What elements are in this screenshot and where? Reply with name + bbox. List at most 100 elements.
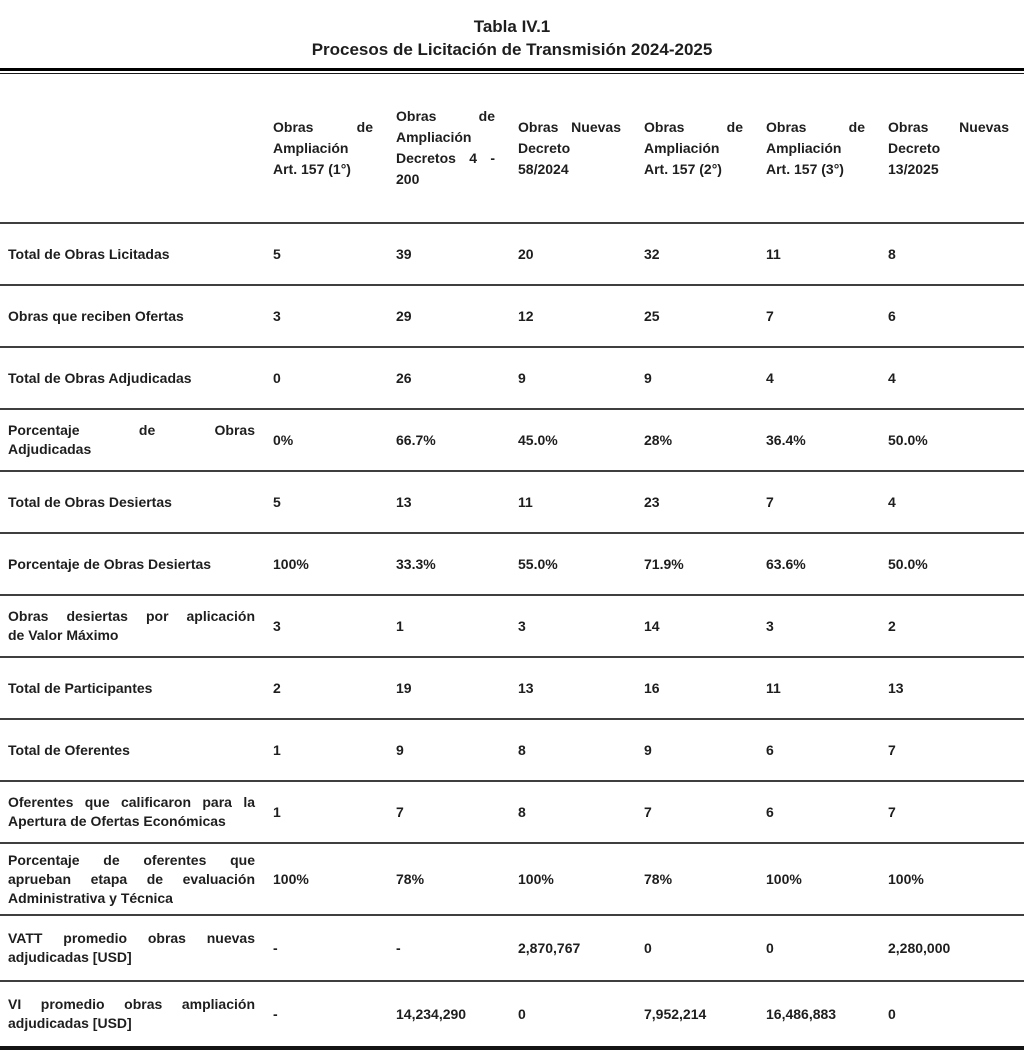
- cell-value: 0: [880, 981, 1024, 1050]
- text-line: Adjudicadas: [8, 441, 92, 457]
- cell-value: 50.0%: [880, 533, 1024, 596]
- text-line: Art. 157 (3°): [766, 160, 844, 177]
- cell-value: 16: [636, 657, 758, 720]
- column-header: Obras de Ampliación Decretos 4 - 200: [388, 74, 510, 224]
- row-label: Total de Obras Adjudicadas: [0, 347, 265, 410]
- table-row: Total de Obras Licitadas 5 39 20 32 11 8: [0, 223, 1024, 286]
- cell-value: 11: [510, 471, 636, 534]
- cell-value: 32: [636, 223, 758, 286]
- text-line: Apertura de Ofertas Económicas: [8, 813, 226, 829]
- cell-value: 7: [758, 285, 880, 348]
- cell-value: 9: [636, 719, 758, 782]
- text-line: VI promedio obras ampliación: [8, 996, 255, 1012]
- text-line: Art. 157 (1°): [273, 160, 351, 177]
- header-empty-cell: [0, 74, 265, 224]
- cell-value: 9: [636, 347, 758, 410]
- text-line: Decreto: [518, 139, 571, 156]
- column-header: Obras de Ampliación Art. 157 (1°): [265, 74, 388, 224]
- text-line: Obras de: [766, 118, 865, 135]
- cell-value: 100%: [265, 533, 388, 596]
- table-row: Porcentaje de oferentes que aprueban etap…: [0, 843, 1024, 916]
- cell-value: 26: [388, 347, 510, 410]
- cell-value: 100%: [880, 843, 1024, 916]
- table-row: VATT promedio obras nuevas adjudicadas [U…: [0, 915, 1024, 982]
- cell-value: 36.4%: [758, 409, 880, 472]
- table-row: Porcentaje de Obras Adjudicadas 0% 66.7% 45.…: [0, 409, 1024, 472]
- cell-value: 8: [510, 781, 636, 844]
- text-line: aprueban etapa de evaluación: [8, 870, 255, 887]
- title-divider: [0, 68, 1024, 74]
- cell-value: 50.0%: [880, 409, 1024, 472]
- cell-value: 12: [510, 285, 636, 348]
- cell-value: 39: [388, 223, 510, 286]
- cell-value: 7: [880, 719, 1024, 782]
- cell-value: 71.9%: [636, 533, 758, 596]
- column-header: Obras de Ampliación Art. 157 (2°): [636, 74, 758, 224]
- text-line: Porcentaje de Obras: [8, 422, 255, 438]
- cell-value: 0%: [265, 409, 388, 472]
- cell-value: 100%: [758, 843, 880, 916]
- text-line: Obras de: [273, 118, 373, 135]
- cell-value: 28%: [636, 409, 758, 472]
- cell-value: 3: [265, 285, 388, 348]
- cell-value: 1: [388, 595, 510, 658]
- text-line: Total de Oferentes: [8, 741, 130, 758]
- cell-value: 78%: [388, 843, 510, 916]
- text-line: Decretos 4 -: [396, 150, 495, 166]
- cell-value: 13: [880, 657, 1024, 720]
- data-table: Obras de Ampliación Art. 157 (1°) Obras de A…: [0, 74, 1024, 1050]
- text-line: Total de Obras Adjudicadas: [8, 369, 192, 386]
- cell-value: 9: [388, 719, 510, 782]
- cell-value: 2: [265, 657, 388, 720]
- text-line: Administrativa y Técnica: [8, 889, 173, 906]
- row-label: Porcentaje de Obras Adjudicadas: [0, 409, 265, 472]
- text-line: Porcentaje de oferentes que: [8, 851, 255, 868]
- text-line: Total de Obras Licitadas: [8, 245, 170, 262]
- row-label: Obras que reciben Ofertas: [0, 285, 265, 348]
- cell-value: 0: [758, 915, 880, 982]
- cell-value: -: [265, 915, 388, 982]
- row-label: Oferentes que calificaron para la Apertur…: [0, 781, 265, 844]
- cell-value: 6: [880, 285, 1024, 348]
- cell-value: 7,952,214: [636, 981, 758, 1050]
- column-header: Obras Nuevas Decreto 58/2024: [510, 74, 636, 224]
- text-line: Porcentaje de Obras Desiertas: [8, 555, 212, 572]
- cell-value: 5: [265, 471, 388, 534]
- table-row: Oferentes que calificaron para la Apertur…: [0, 781, 1024, 844]
- cell-value: 14,234,290: [388, 981, 510, 1050]
- row-label: VI promedio obras ampliación adjudicadas …: [0, 981, 265, 1050]
- cell-value: 78%: [636, 843, 758, 916]
- cell-value: 29: [388, 285, 510, 348]
- text-line: de Valor Máximo: [8, 627, 119, 643]
- cell-value: 13: [510, 657, 636, 720]
- cell-value: 0: [510, 981, 636, 1050]
- row-label: Total de Obras Desiertas: [0, 471, 265, 534]
- table-row: Total de Participantes 2 19 13 16 11 13: [0, 657, 1024, 720]
- text-line: Decreto: [888, 139, 941, 156]
- text-line: Ampliación: [644, 139, 720, 156]
- text-line: Obras Nuevas: [888, 118, 1009, 135]
- row-label: VATT promedio obras nuevas adjudicadas [U…: [0, 915, 265, 982]
- text-line: Ampliación: [273, 139, 349, 156]
- table-row: Obras desiertas por aplicación de Valor M…: [0, 595, 1024, 658]
- cell-value: 6: [758, 781, 880, 844]
- cell-value: 11: [758, 657, 880, 720]
- cell-value: 4: [758, 347, 880, 410]
- column-header: Obras Nuevas Decreto 13/2025: [880, 74, 1024, 224]
- row-label: Total de Participantes: [0, 657, 265, 720]
- cell-value: 0: [265, 347, 388, 410]
- header-row: Obras de Ampliación Art. 157 (1°) Obras de A…: [0, 74, 1024, 224]
- cell-value: 7: [388, 781, 510, 844]
- text-line: Total de Participantes: [8, 679, 153, 696]
- table-row: Total de Obras Desiertas 5 13 11 23 7 4: [0, 471, 1024, 534]
- column-header: Obras de Ampliación Art. 157 (3°): [758, 74, 880, 224]
- text-line: Obras que reciben Ofertas: [8, 307, 184, 324]
- cell-value: 63.6%: [758, 533, 880, 596]
- cell-value: 4: [880, 471, 1024, 534]
- table-row: Total de Obras Adjudicadas 0 26 9 9 4 4: [0, 347, 1024, 410]
- table-row: Porcentaje de Obras Desiertas 100% 33.3% 55…: [0, 533, 1024, 596]
- title-block: Tabla IV.1 Procesos de Licitación de Tra…: [0, 0, 1024, 62]
- row-label: Porcentaje de Obras Desiertas: [0, 533, 265, 596]
- cell-value: 14: [636, 595, 758, 658]
- cell-value: 8: [880, 223, 1024, 286]
